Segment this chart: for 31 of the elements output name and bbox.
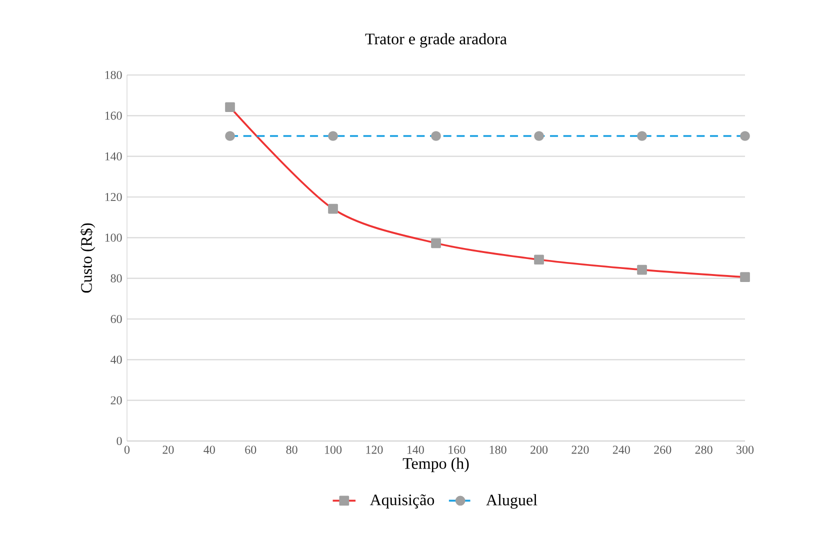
x-tick-label: 200 xyxy=(530,446,548,454)
y-tick-label: 80 xyxy=(110,274,122,282)
x-tick-label: 220 xyxy=(572,446,589,454)
x-tick-label: 260 xyxy=(654,446,672,454)
y-tick-label: 100 xyxy=(105,234,122,242)
x-tick-label: 80 xyxy=(286,446,298,454)
y-tick-label: 0 xyxy=(116,436,122,446)
x-tick-label: 100 xyxy=(325,446,342,454)
y-tick-label: 120 xyxy=(105,192,122,202)
x-tick-label: 60 xyxy=(245,446,256,454)
y-tick-label: 40 xyxy=(110,356,122,364)
x-tick-label: 140 xyxy=(407,446,424,454)
chart-title: Trator e grade aradora xyxy=(365,33,507,48)
x-tick-label: 280 xyxy=(695,446,712,454)
y-tick-label: 20 xyxy=(110,396,122,404)
y-tick-label: 60 xyxy=(110,314,122,324)
x-tick-label: 300 xyxy=(736,446,754,454)
legend-label: Aquisição xyxy=(370,494,434,509)
x-tick-label: 40 xyxy=(204,446,215,454)
x-tick-label: 160 xyxy=(448,446,466,454)
x-tick-label: 20 xyxy=(162,446,174,454)
x-tick-label: 0 xyxy=(124,446,130,454)
x-tick-label: 180 xyxy=(490,446,506,454)
legend-label: Aluguel xyxy=(486,494,538,509)
x-tick-label: 120 xyxy=(366,446,383,454)
y-axis-title: Custo (R$) xyxy=(80,223,96,293)
x-tick-label: 240 xyxy=(612,446,630,454)
y-tick-label: 160 xyxy=(105,112,122,120)
y-tick-label: 140 xyxy=(105,152,122,160)
x-axis-title: Tempo (h) xyxy=(402,458,469,472)
y-tick-label: 180 xyxy=(105,70,122,80)
